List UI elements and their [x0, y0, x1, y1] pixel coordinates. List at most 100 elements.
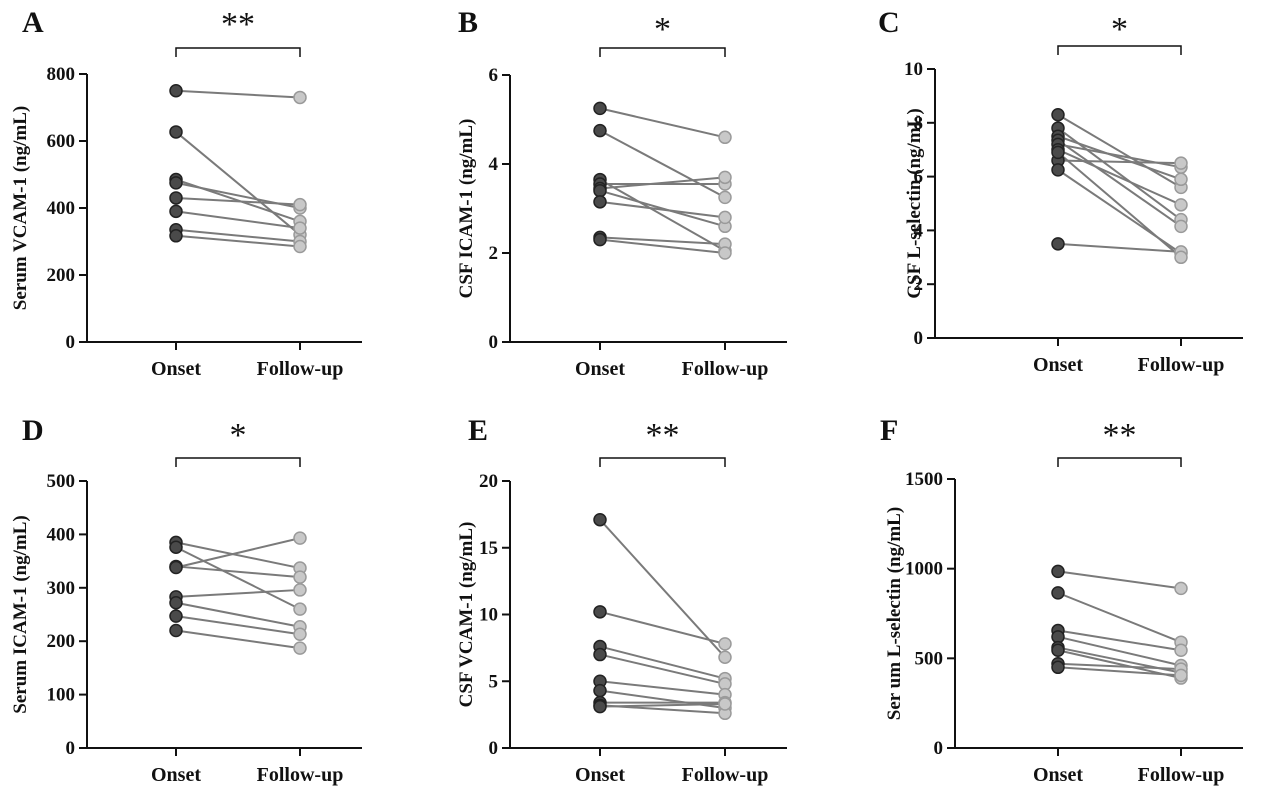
onset-point [1051, 107, 1065, 122]
x-tick-label: Follow-up [682, 358, 769, 380]
x-tick-label: Onset [151, 358, 201, 380]
panel-c: C 0 2 4 6 8 10 Onset Follow-up CSF L-selectin (ng… [878, 6, 1243, 376]
panel-letter: C [878, 6, 900, 39]
x-tick-label: Follow-up [1138, 354, 1225, 376]
panel-letter: E [468, 414, 488, 447]
y-tick-label: 5 [489, 671, 499, 692]
pair-line [1057, 242, 1182, 253]
y-tick-label: 2 [489, 243, 499, 264]
pair-line [1057, 662, 1182, 671]
y-tick-label: 800 [47, 64, 76, 85]
y-tick-label: 600 [47, 131, 76, 152]
onset-point [169, 623, 183, 638]
onset-point [593, 101, 607, 116]
follow-up-point [293, 90, 307, 105]
x-tick-label: Onset [151, 764, 201, 786]
panel-a: A 0 200 400 600 800 Onset Follow-up Serum VCAM-1… [10, 6, 362, 380]
y-tick-label: 0 [66, 738, 76, 759]
x-tick-label: Onset [1033, 354, 1083, 376]
significance-marker: * [230, 417, 247, 454]
follow-up-point [1174, 172, 1188, 187]
onset-point [1051, 163, 1065, 177]
y-tick-label: 300 [47, 578, 76, 599]
pair-line [599, 200, 726, 219]
follow-up-point [718, 637, 732, 651]
pair-line [599, 176, 726, 190]
significance-bracket [1057, 457, 1182, 467]
onset-point [169, 609, 183, 623]
y-tick-label: 0 [66, 332, 76, 353]
follow-up-point [293, 627, 307, 642]
onset-point [593, 123, 607, 138]
onset-point [1051, 237, 1065, 251]
onset-point [1051, 586, 1065, 600]
pair-line [175, 234, 301, 248]
pair-line [175, 615, 301, 636]
y-tick-label: 1500 [905, 469, 943, 490]
y-tick-label: 4 [489, 154, 499, 175]
follow-up-point [293, 221, 307, 235]
significance-bracket [599, 47, 726, 57]
pair-line [599, 680, 726, 696]
pair-line [1057, 591, 1182, 644]
pair-line [599, 189, 726, 228]
pair-line [175, 537, 301, 569]
follow-up-point [1174, 250, 1188, 265]
panel-b: B 0 2 4 6 Onset Follow-up CSF ICAM-1 (ng/mL) * [456, 6, 787, 380]
follow-up-point [1174, 581, 1188, 596]
onset-point [1051, 564, 1065, 579]
pair-line [599, 702, 726, 708]
follow-up-point [293, 602, 307, 616]
y-axis-label: CSF L-selectin (ng/mL) [904, 108, 925, 298]
onset-point [169, 229, 183, 243]
follow-up-point [1174, 156, 1188, 170]
onset-point [169, 125, 183, 139]
pair-line [1057, 113, 1182, 189]
y-tick-label: 8 [914, 113, 924, 134]
pair-line [599, 653, 726, 685]
onset-point [593, 605, 607, 619]
pair-line [599, 645, 726, 680]
y-tick-label: 200 [47, 265, 76, 286]
pair-line [1057, 151, 1182, 259]
y-tick-label: 0 [914, 328, 924, 349]
follow-up-point [293, 570, 307, 584]
pair-line [175, 629, 301, 650]
x-tick-label: Follow-up [1138, 764, 1225, 786]
significance-bracket [599, 457, 726, 467]
y-tick-label: 400 [47, 524, 76, 545]
y-tick-label: 6 [489, 65, 499, 86]
y-tick-label: 4 [914, 220, 924, 241]
follow-up-point [718, 130, 732, 145]
y-tick-label: 1000 [905, 559, 943, 580]
significance-marker: * [654, 11, 671, 48]
y-axis-label: Serum VCAM-1 (ng/mL) [10, 106, 31, 310]
follow-up-point [718, 650, 732, 664]
follow-up-point [293, 583, 307, 597]
pair-line [175, 131, 301, 236]
onset-point [169, 204, 183, 219]
panel-e: E 0 5 10 15 20 Onset Follow-up CSF VCAM-1 (ng/mL… [456, 414, 787, 786]
pair-line [1057, 635, 1182, 667]
onset-point [593, 699, 607, 714]
y-axis-label: Serum ICAM-1 (ng/mL) [10, 515, 31, 713]
panel-letter: F [880, 414, 898, 447]
pair-line [1057, 666, 1182, 677]
onset-point [593, 512, 607, 527]
pair-line [1057, 135, 1182, 181]
follow-up-point [1174, 668, 1188, 683]
pair-line [599, 107, 726, 139]
y-tick-label: 400 [47, 198, 76, 219]
onset-point [1051, 643, 1065, 658]
panel-letter: D [22, 414, 44, 447]
pair-line [1057, 629, 1182, 652]
pair-line [599, 238, 726, 254]
follow-up-point [718, 170, 732, 185]
panel-d: D 0 100 200 300 400 500 Onset Follow-up Serum ICA… [10, 414, 362, 786]
y-tick-label: 10 [904, 59, 923, 80]
pair-line [1057, 570, 1182, 590]
x-tick-label: Onset [575, 764, 625, 786]
follow-up-point [1174, 198, 1188, 212]
x-tick-label: Onset [1033, 764, 1083, 786]
